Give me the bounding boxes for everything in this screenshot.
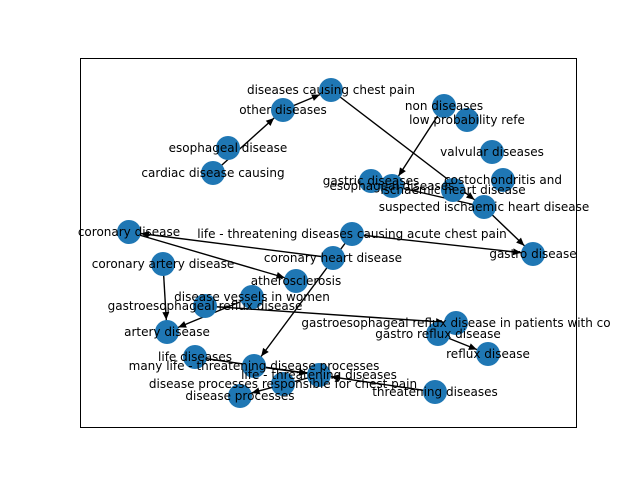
graph-node: [380, 174, 404, 198]
node-label: costochondritis and: [444, 173, 562, 187]
node-label: life - threatening diseases: [241, 368, 397, 382]
node-label: esophageal diseases: [330, 179, 455, 193]
node-label: artery disease: [124, 325, 210, 339]
graph-node: [284, 269, 308, 293]
graph-node: [155, 320, 179, 344]
node-label: atherosclerosis: [251, 274, 341, 288]
graph-node: [240, 285, 264, 309]
graph-edge: [128, 231, 334, 259]
graph-node: [423, 380, 447, 404]
graph-node: [426, 322, 450, 346]
node-label: valvular diseases: [440, 145, 544, 159]
node-label: life - threatening diseases causing acut…: [197, 227, 507, 241]
labels-layer: diseases causing chest pain non diseases o…: [78, 83, 611, 403]
node-label: disease vessels in women: [174, 290, 330, 304]
node-label: many life - threatening disease processe…: [129, 359, 380, 373]
node-label: reflux disease: [446, 347, 530, 361]
graph-node: [340, 222, 364, 246]
graph-node: [193, 294, 217, 318]
edge-arrowhead: [265, 118, 275, 126]
graph-node: [201, 161, 225, 185]
graph-node: [432, 94, 456, 118]
graph-node: [242, 354, 266, 378]
edge-arrowhead: [311, 94, 320, 101]
graph-node: [319, 78, 343, 102]
edge-arrowhead: [398, 167, 406, 176]
graph-node: [271, 372, 295, 396]
node-label: diseases causing chest pain: [247, 83, 415, 97]
edge-arrowhead: [465, 192, 475, 200]
graph-node: [321, 246, 345, 270]
axes-frame: [80, 58, 577, 428]
graph-node: [455, 108, 479, 132]
graph-node: [472, 195, 496, 219]
graph-node: [228, 384, 252, 408]
node-label: coronary disease: [78, 225, 180, 239]
node-label: suspected ischaemic heart disease: [379, 200, 590, 214]
edge-arrowhead: [330, 374, 340, 382]
node-label: gastric diseases: [323, 174, 419, 188]
graph-node: [491, 168, 515, 192]
node-label: cardiac disease causing: [141, 166, 284, 180]
graph-node: [441, 178, 465, 202]
node-label: esophageal disease: [169, 141, 288, 155]
graph-node: [480, 140, 504, 164]
nodes-layer: [117, 78, 545, 408]
graph-node: [359, 169, 383, 193]
edge-arrowhead: [261, 347, 269, 357]
edge-arrowhead: [512, 248, 522, 256]
node-label: other diseases: [239, 103, 327, 117]
node-label: coronary artery disease: [92, 257, 235, 271]
node-label: non diseases: [405, 99, 483, 113]
node-label: gastroesophageal reflux disease in patie…: [301, 316, 610, 330]
graph-edge: [128, 231, 297, 282]
graph-node: [117, 220, 141, 244]
graph-node: [444, 311, 468, 335]
node-label: low probability refe: [409, 113, 525, 127]
node-label: disease processes: [185, 389, 294, 403]
node-label: threatening diseases: [372, 385, 498, 399]
node-label: life diseases: [158, 350, 232, 364]
graph-edge: [204, 305, 457, 324]
edge-arrowhead: [140, 231, 150, 239]
node-label: gastroesophageal reflux disease: [108, 299, 303, 313]
node-label: ischaemic heart disease: [380, 183, 525, 197]
edge-arrowhead: [251, 387, 261, 395]
node-label: gastro reflux disease: [375, 327, 500, 341]
graph-node: [307, 363, 331, 387]
graph-node: [151, 252, 175, 276]
graph-node: [216, 136, 240, 160]
edge-arrowhead: [275, 272, 285, 279]
graph-node: [521, 242, 545, 266]
graph-node: [183, 345, 207, 369]
node-label: disease processes responsible for chest …: [149, 377, 417, 391]
graph-edge: [351, 233, 534, 255]
edge-arrowhead: [162, 311, 170, 321]
edge-arrowhead: [468, 343, 477, 350]
edge-arrowhead: [298, 368, 308, 376]
edge-arrowhead: [516, 237, 525, 246]
graph-node: [476, 342, 500, 366]
node-label: coronary heart disease: [264, 251, 402, 265]
node-label: gastro disease: [489, 247, 576, 261]
edge-arrowhead: [178, 321, 187, 328]
graph-node: [271, 98, 295, 122]
